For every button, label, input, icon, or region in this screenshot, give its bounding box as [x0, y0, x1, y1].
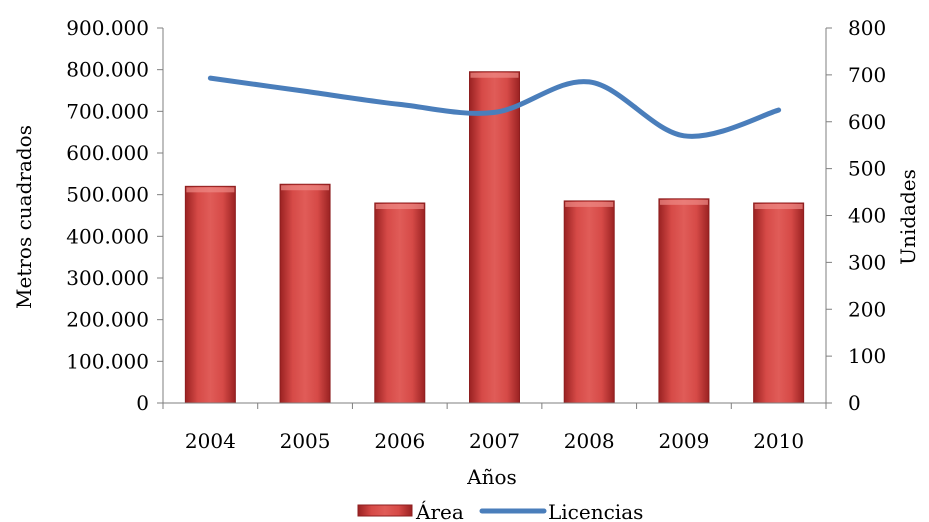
y-tick-label: 300.000 [66, 266, 149, 290]
y-tick-label: 100.000 [66, 349, 149, 373]
y2-tick-label: 600 [848, 110, 886, 134]
x-tick-label: 2004 [185, 429, 236, 453]
x-tick-label: 2010 [753, 429, 804, 453]
bar-top-highlight [754, 204, 803, 209]
bar-2010 [753, 202, 805, 404]
bar-2004 [184, 185, 236, 404]
tick-labels: 0 100.000 200.000 300.000 400.000 500.000 600.… [66, 16, 886, 453]
y-tick-label: 900.000 [66, 16, 149, 40]
axes [157, 27, 832, 409]
y2-tick-label: 500 [848, 157, 886, 181]
y-axis-title: Metros cuadrados [12, 125, 36, 309]
bar-series-area [184, 71, 805, 404]
y2-tick-label: 200 [848, 297, 886, 321]
y-tick-label: 600.000 [66, 141, 149, 165]
y2-tick-label: 800 [848, 16, 886, 40]
y-tick-label: 400.000 [66, 224, 149, 248]
licencias-line [207, 75, 782, 139]
bar-2006 [374, 202, 426, 404]
x-tick-label: 2008 [564, 429, 615, 453]
bar-top-highlight [375, 204, 424, 209]
bar-2005 [279, 183, 331, 404]
x-tick-label: 2006 [374, 429, 425, 453]
legend-label-licencias: Licencias [548, 500, 643, 522]
y-tick-label: 800.000 [66, 58, 149, 82]
legend: Área Licencias [357, 500, 643, 522]
y-tick-label: 0 [136, 391, 149, 415]
x-tick-label: 2009 [658, 429, 709, 453]
x-axis-title: Años [466, 465, 517, 489]
y-tick-label: 200.000 [66, 308, 149, 332]
bar-top-highlight [659, 199, 708, 205]
legend-swatch-area [357, 504, 413, 517]
y2-tick-label: 700 [848, 63, 886, 87]
bar-top-highlight [470, 72, 519, 78]
y2-tick-label: 100 [848, 344, 886, 368]
bar-2008 [563, 200, 615, 404]
y-tick-label: 500.000 [66, 183, 149, 207]
y-tick-label: 700.000 [66, 99, 149, 123]
line-series-licencias [207, 75, 782, 139]
bar-top-highlight [186, 187, 235, 193]
y2-tick-label: 0 [848, 391, 861, 415]
legend-label-area: Área [415, 500, 464, 522]
y2-axis-title: Unidades [896, 169, 920, 265]
x-tick-label: 2007 [469, 429, 520, 453]
bar-2009 [658, 198, 710, 404]
bar-top-highlight [565, 201, 614, 207]
x-tick-label: 2005 [280, 429, 331, 453]
bar-2007 [469, 71, 520, 404]
y2-tick-label: 400 [848, 204, 886, 228]
y2-tick-label: 300 [848, 250, 886, 274]
bar-top-highlight [281, 185, 330, 191]
